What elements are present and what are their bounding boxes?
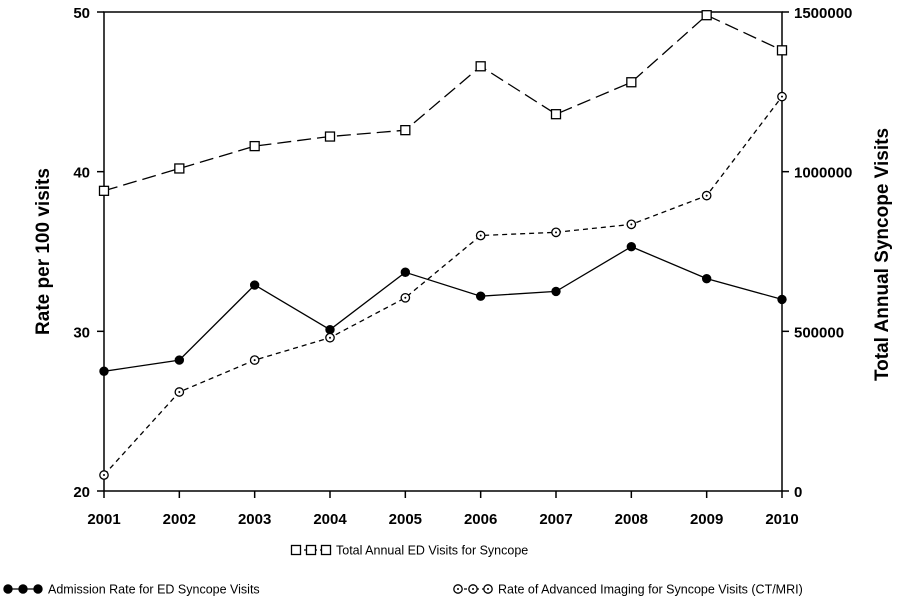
series-3-point-dot xyxy=(329,336,331,339)
y-left-tick-label: 20 xyxy=(73,484,90,501)
legend-marker xyxy=(33,584,43,594)
legend-label: Admission Rate for ED Syncope Visits xyxy=(48,583,260,597)
series-layer xyxy=(98,10,788,480)
series-3-point xyxy=(475,230,486,241)
series-3-point xyxy=(551,227,561,238)
series-2-point xyxy=(325,325,335,335)
series-3-point xyxy=(701,190,712,201)
series-3-point xyxy=(777,91,787,102)
series-1-point xyxy=(776,45,788,56)
legend-marker xyxy=(3,584,13,594)
series-3-point xyxy=(174,387,185,397)
legend-marker-dot xyxy=(472,588,474,590)
legend-marker-dot xyxy=(487,588,489,590)
x-tick-label: 2009 xyxy=(690,511,723,528)
series-3-point xyxy=(99,470,109,480)
y-right-tick-label: 1500000 xyxy=(794,5,852,22)
y-left-tick-label: 30 xyxy=(73,324,90,341)
y-left-tick-label: 50 xyxy=(73,5,90,22)
series-2-point xyxy=(551,286,561,297)
series-1-point xyxy=(550,109,562,120)
legend-label: Rate of Advanced Imaging for Syncope Vis… xyxy=(498,583,803,597)
series-1-line xyxy=(103,14,783,192)
series-1-point xyxy=(98,185,110,196)
series-2-point xyxy=(174,355,185,365)
plot-frame xyxy=(103,11,783,492)
series-3-point-dot xyxy=(253,359,256,362)
x-tick-label: 2006 xyxy=(464,511,497,528)
series-3-point-dot xyxy=(705,194,708,197)
series-1 xyxy=(98,10,788,196)
series-3 xyxy=(99,91,787,480)
legend-marker xyxy=(18,584,28,594)
y-right-tick-label: 1000000 xyxy=(794,165,852,182)
y-right-tick-label: 500000 xyxy=(794,324,844,341)
y-right-axis-title: Total Annual Syncope Visits xyxy=(872,128,893,381)
x-tick-label: 2010 xyxy=(765,511,798,528)
series-1-point xyxy=(400,125,411,136)
legend-item-1: Total Annual ED Visits for Syncope xyxy=(290,544,528,558)
x-tick-label: 2003 xyxy=(238,511,271,528)
series-3-line xyxy=(103,96,783,476)
series-2-point xyxy=(249,280,260,290)
series-3-point xyxy=(325,332,335,343)
x-tick-label: 2008 xyxy=(615,511,648,528)
series-3-point-dot xyxy=(103,474,105,477)
legend-item-2: Admission Rate for ED Syncope Visits xyxy=(3,583,260,597)
axes: 2001 2002 2003 2004 2005 2006 2007 2008 2009 2010… xyxy=(33,5,893,528)
x-tick-label: 2005 xyxy=(389,511,422,528)
series-3-point-dot xyxy=(479,234,482,237)
series-3-point-dot xyxy=(404,296,407,299)
series-3-point-dot xyxy=(178,391,181,394)
legend-marker xyxy=(305,544,317,556)
series-2-line xyxy=(103,245,783,372)
series-3-point xyxy=(400,292,411,303)
series-1-point xyxy=(249,140,260,152)
legend-marker xyxy=(483,584,493,594)
legend-marker xyxy=(320,544,332,556)
series-1-point xyxy=(324,131,336,142)
series-3-point-dot xyxy=(781,95,783,98)
legend-marker-dot xyxy=(457,588,459,590)
legend-label: Total Annual ED Visits for Syncope xyxy=(336,544,528,558)
x-tick-label: 2004 xyxy=(313,511,347,528)
x-tick-label: 2002 xyxy=(163,511,196,528)
series-2-point xyxy=(777,294,787,305)
legend-marker xyxy=(453,584,463,594)
series-1-point xyxy=(701,10,712,21)
legend-marker xyxy=(468,584,478,594)
series-2 xyxy=(99,242,787,376)
series-3-point xyxy=(626,219,637,230)
x-tick-label: 2001 xyxy=(87,511,120,528)
series-2-point xyxy=(400,267,411,277)
legend-marker xyxy=(290,544,302,556)
legend-item-3: Rate of Advanced Imaging for Syncope Vis… xyxy=(453,583,803,597)
series-1-point xyxy=(626,77,637,88)
series-3-point-dot xyxy=(630,223,633,226)
series-2-point xyxy=(701,273,712,284)
series-2-point xyxy=(475,291,486,301)
plot-area xyxy=(103,11,783,492)
legend: Total Annual ED Visits for Syncope Admiss… xyxy=(3,544,803,597)
series-2-point xyxy=(626,242,637,252)
series-1-point xyxy=(174,163,185,174)
series-3-point-dot xyxy=(555,231,557,234)
series-3-point xyxy=(249,355,260,365)
series-1-point xyxy=(475,61,486,72)
series-2-point xyxy=(99,366,109,376)
y-right-tick-label: 0 xyxy=(794,484,802,501)
x-tick-label: 2007 xyxy=(539,511,572,528)
y-left-axis-title: Rate per 100 visits xyxy=(33,168,54,335)
y-left-tick-label: 40 xyxy=(73,165,90,182)
